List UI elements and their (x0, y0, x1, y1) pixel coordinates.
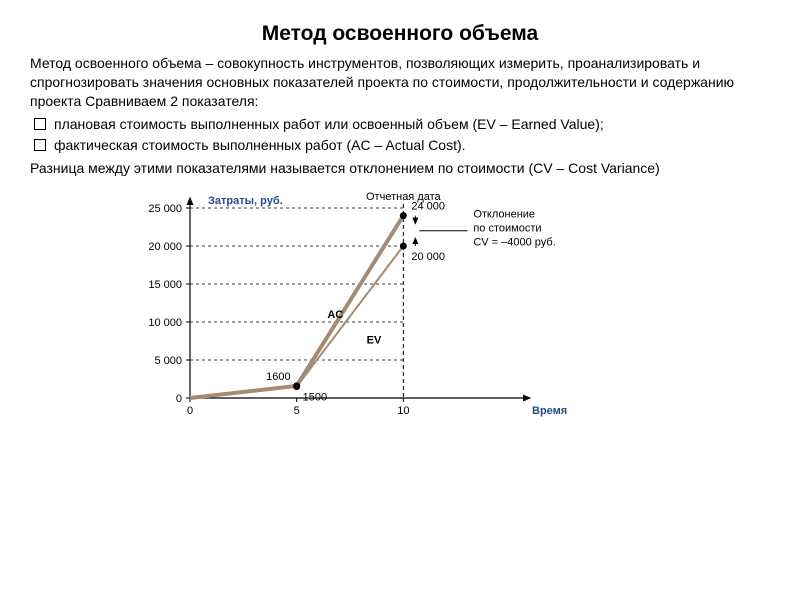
svg-text:EV: EV (367, 334, 382, 346)
svg-text:5: 5 (294, 405, 300, 417)
svg-text:10 000: 10 000 (148, 317, 182, 329)
bullet-list: плановая стоимость выполненных работ или… (30, 115, 770, 155)
svg-text:0: 0 (176, 393, 182, 405)
svg-text:15 000: 15 000 (148, 279, 182, 291)
svg-text:20 000: 20 000 (411, 251, 445, 263)
svg-text:25 000: 25 000 (148, 203, 182, 215)
earned-value-chart: 0 5 000 10 000 15 000 20 000 25 000 0 5 10 Затрат… (120, 188, 680, 438)
list-item: фактическая стоимость выполненных работ … (30, 136, 770, 155)
svg-text:Затраты, руб.: Затраты, руб. (208, 195, 283, 207)
svg-text:AC: AC (327, 309, 343, 321)
list-item: плановая стоимость выполненных работ или… (30, 115, 770, 134)
svg-text:1500: 1500 (303, 391, 327, 403)
svg-text:24 000: 24 000 (411, 200, 445, 212)
svg-text:CV = –4000 руб.: CV = –4000 руб. (473, 236, 555, 248)
svg-text:5 000: 5 000 (154, 355, 182, 367)
page-title: Метод освоенного объема (30, 20, 770, 48)
second-paragraph: Разница между этими показателями называе… (30, 159, 770, 178)
intro-paragraph: Метод освоенного объема – совокупность и… (30, 54, 770, 111)
svg-text:по стоимости: по стоимости (473, 222, 541, 234)
svg-text:1600: 1600 (266, 371, 290, 383)
svg-text:20 000: 20 000 (148, 241, 182, 253)
svg-text:10: 10 (397, 405, 409, 417)
svg-text:Отклонение: Отклонение (473, 208, 535, 220)
svg-text:0: 0 (187, 405, 193, 417)
chart-container: 0 5 000 10 000 15 000 20 000 25 000 0 5 10 Затрат… (30, 188, 770, 438)
svg-text:Время: Время (532, 405, 567, 417)
